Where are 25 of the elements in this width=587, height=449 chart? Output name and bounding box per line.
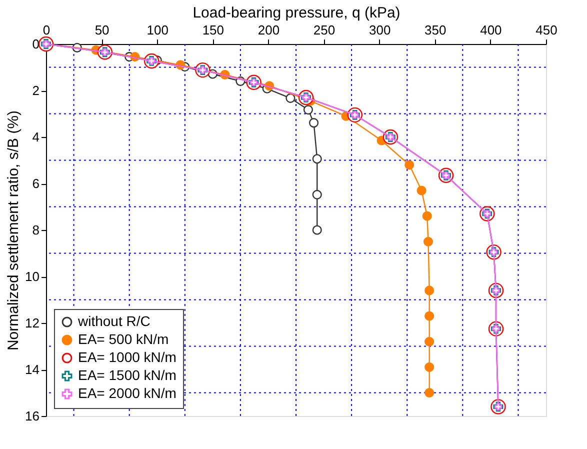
y-tick-label: 2 — [32, 83, 40, 98]
x-axis-title: Load-bearing pressure, q (kPa) — [192, 4, 400, 22]
y-tick-label: 6 — [32, 176, 40, 191]
y-tick-label: 12 — [25, 316, 40, 330]
y-tick-label: 16 — [25, 408, 40, 424]
x-tick-label: 0 — [42, 22, 50, 38]
legend-label: EA= 500 kN/m — [78, 331, 169, 347]
y-tick-label: 10 — [25, 269, 40, 284]
legend-label: EA= 2000 kN/m — [78, 385, 176, 401]
y-tick-label: 4 — [32, 130, 40, 144]
legend-label: EA= 1000 kN/m — [78, 349, 176, 365]
y-tick-label: 14 — [25, 362, 40, 377]
x-tick-label: 200 — [258, 22, 280, 38]
legend-label: EA= 1500 kN/m — [78, 367, 176, 383]
x-tick-label: 300 — [368, 22, 391, 38]
x-tick-label: 350 — [424, 22, 446, 38]
legend-label: without R/C — [77, 313, 150, 329]
y-tick-label: 8 — [32, 222, 40, 238]
x-tick-label: 450 — [536, 22, 558, 38]
x-tick-label: 400 — [480, 22, 502, 38]
x-tick-label: 50 — [94, 22, 110, 38]
x-tick-label: 250 — [313, 22, 336, 38]
x-tick-label: 100 — [146, 22, 168, 38]
x-tick-label: 150 — [202, 22, 224, 38]
y-axis-title: Normalized settlement ratio, s/B (%) — [5, 110, 22, 351]
